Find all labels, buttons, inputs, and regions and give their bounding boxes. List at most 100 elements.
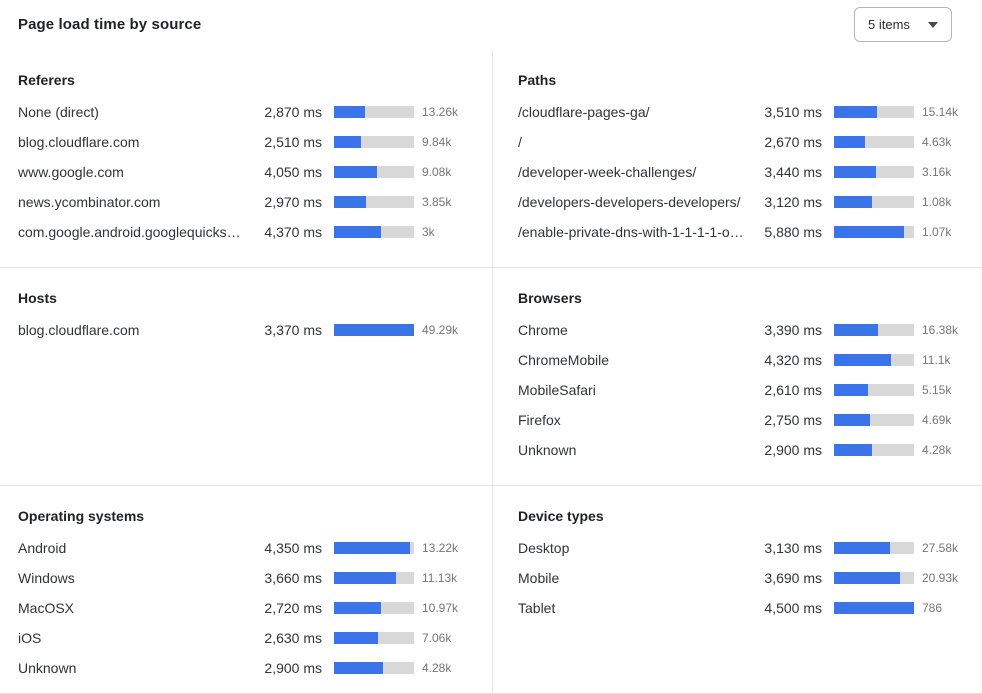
metric-row[interactable]: www.google.com 4,050 ms 9.08k <box>18 157 470 187</box>
row-load-time: 2,630 ms <box>264 630 322 646</box>
row-label: www.google.com <box>18 164 124 180</box>
metric-row[interactable]: Android 4,350 ms 13.22k <box>18 533 470 563</box>
row-bar-fill <box>334 662 384 674</box>
row-bar-track <box>834 354 914 366</box>
row-load-time: 4,350 ms <box>264 540 322 556</box>
row-label: Desktop <box>518 540 570 556</box>
metric-row[interactable]: None (direct) 2,870 ms 13.26k <box>18 97 470 127</box>
row-bar-fill <box>834 136 866 148</box>
metric-row[interactable]: iOS 2,630 ms 7.06k <box>18 623 470 653</box>
row-load-time: 4,500 ms <box>764 600 822 616</box>
row-bar-track <box>334 166 414 178</box>
row-count: 13.22k <box>422 541 459 555</box>
row-bar-track <box>334 602 414 614</box>
row-bar-track <box>834 414 914 426</box>
row-count: 1.08k <box>922 195 952 209</box>
metric-row[interactable]: Mobile 3,690 ms 20.93k <box>518 563 970 593</box>
row-bar-track <box>334 136 414 148</box>
row-label: /enable-private-dns-with-1-1-1-1-on-… <box>518 224 748 240</box>
row-bar-fill <box>334 106 365 118</box>
row-load-time: 3,690 ms <box>764 570 822 586</box>
row-label: /developer-week-challenges/ <box>518 164 697 180</box>
row-bar-fill <box>834 354 891 366</box>
metric-row[interactable]: blog.cloudflare.com 2,510 ms 9.84k <box>18 127 470 157</box>
row-bar-fill <box>334 136 361 148</box>
panel-operating-systems: Operating systems Android 4,350 ms 13.22k Wi… <box>0 485 492 693</box>
metric-row[interactable]: Unknown 2,900 ms 4.28k <box>18 653 470 683</box>
metric-row[interactable]: /enable-private-dns-with-1-1-1-1-on-… 5,8… <box>518 217 970 247</box>
row-bar-fill <box>334 166 378 178</box>
row-load-time: 2,750 ms <box>764 412 822 428</box>
row-bar-fill <box>834 542 890 554</box>
panel-title: Hosts <box>18 290 57 306</box>
panel-rows: blog.cloudflare.com 3,370 ms 49.29k <box>18 315 470 345</box>
panel-title: Device types <box>518 508 604 524</box>
row-label: Android <box>18 540 67 556</box>
metric-row[interactable]: blog.cloudflare.com 3,370 ms 49.29k <box>18 315 470 345</box>
row-bar-track <box>834 106 914 118</box>
row-bar-fill <box>834 324 878 336</box>
panel-browsers: Browsers Chrome 3,390 ms 16.38k ChromeMobile… <box>492 267 982 485</box>
row-bar-track <box>334 632 414 644</box>
row-label: blog.cloudflare.com <box>18 322 140 338</box>
row-bar-track <box>334 542 414 554</box>
row-bar-track <box>834 166 914 178</box>
metric-row[interactable]: ChromeMobile 4,320 ms 11.1k <box>518 345 970 375</box>
row-load-time: 3,120 ms <box>764 194 822 210</box>
row-count: 11.1k <box>922 353 951 367</box>
metric-row[interactable]: Tablet 4,500 ms 786 <box>518 593 970 623</box>
row-count: 7.06k <box>422 631 452 645</box>
row-load-time: 3,390 ms <box>764 322 822 338</box>
row-bar-track <box>834 444 914 456</box>
panel-rows: Desktop 3,130 ms 27.58k Mobile 3,690 ms 20.93… <box>518 533 970 623</box>
row-label: news.ycombinator.com <box>18 194 161 210</box>
row-load-time: 4,050 ms <box>264 164 322 180</box>
metric-row[interactable]: / 2,670 ms 4.63k <box>518 127 970 157</box>
metric-row[interactable]: MacOSX 2,720 ms 10.97k <box>18 593 470 623</box>
row-bar-track <box>834 196 914 208</box>
row-bar-fill <box>834 226 905 238</box>
row-label: MobileSafari <box>518 382 596 398</box>
row-label: Firefox <box>518 412 561 428</box>
panel-referers: Referers None (direct) 2,870 ms 13.26k blog.… <box>0 50 492 267</box>
metric-row[interactable]: Desktop 3,130 ms 27.58k <box>518 533 970 563</box>
items-count-dropdown[interactable]: 5 items <box>854 7 952 42</box>
metric-row[interactable]: Chrome 3,390 ms 16.38k <box>518 315 970 345</box>
panel-paths: Paths/cloudflare-pages-ga/3,510 ms 15.14k… <box>492 50 982 267</box>
row-label: Chrome <box>518 322 568 338</box>
metric-row[interactable]: /developer-week-challenges/3,440 ms 3.16k <box>518 157 970 187</box>
metric-row[interactable]: MobileSafari 2,610 ms 5.15k <box>518 375 970 405</box>
metric-row[interactable]: Unknown 2,900 ms 4.28k <box>518 435 970 465</box>
row-bar-track <box>334 226 414 238</box>
row-count: 27.58k <box>922 541 959 555</box>
row-load-time: 3,130 ms <box>764 540 822 556</box>
widget-header: Page load time by source 5 items <box>0 0 982 50</box>
row-bar-fill <box>834 196 872 208</box>
metric-row[interactable]: /cloudflare-pages-ga/3,510 ms 15.14k <box>518 97 970 127</box>
row-bar-fill <box>834 166 876 178</box>
metric-row[interactable]: /developers-developers-developers/3,120 … <box>518 187 970 217</box>
metric-row[interactable]: news.ycombinator.com 2,970 ms 3.85k <box>18 187 470 217</box>
row-load-time: 3,660 ms <box>264 570 322 586</box>
row-label: Unknown <box>18 660 77 676</box>
items-count-value: 5 items <box>868 17 910 32</box>
row-count: 20.93k <box>922 571 959 585</box>
row-count: 4.69k <box>922 413 952 427</box>
row-count: 3.85k <box>422 195 452 209</box>
row-bar-track <box>334 324 414 336</box>
metric-row[interactable]: Firefox 2,750 ms 4.69k <box>518 405 970 435</box>
row-load-time: 2,900 ms <box>264 660 322 676</box>
row-count: 3k <box>422 225 435 239</box>
row-count: 15.14k <box>922 105 959 119</box>
row-bar-track <box>334 662 414 674</box>
row-label: ChromeMobile <box>518 352 610 368</box>
metric-row[interactable]: Windows 3,660 ms 11.13k <box>18 563 470 593</box>
row-count: 9.84k <box>422 135 452 149</box>
metric-row[interactable]: com.google.android.googlequicksearc… 4,37… <box>18 217 470 247</box>
row-label: com.google.android.googlequicksearc… <box>18 224 248 240</box>
row-label: /cloudflare-pages-ga/ <box>518 104 650 120</box>
row-count: 13.26k <box>422 105 459 119</box>
row-count: 4.63k <box>922 135 952 149</box>
row-bar-fill <box>334 602 381 614</box>
